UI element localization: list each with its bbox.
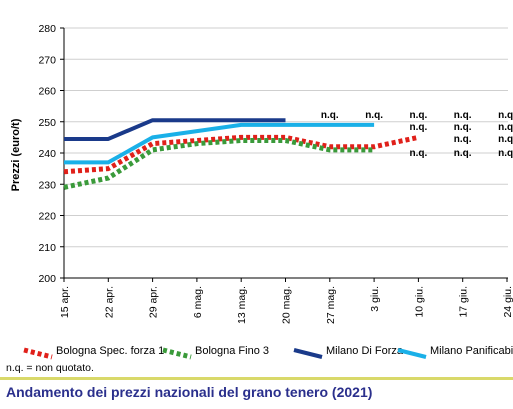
y-axis: 200 210 220 230 240 250 260 270 280 xyxy=(38,23,65,285)
legend: Bologna Spec. forza 1 Bologna Fino 3 Milan… xyxy=(23,345,513,360)
nq-label: n.q. xyxy=(498,148,513,159)
y-tick-label: 200 xyxy=(38,273,56,285)
legend-label: Milano Di Forza xyxy=(326,345,404,357)
y-tick-label: 210 xyxy=(38,242,56,254)
x-tick-label: 3 giu. xyxy=(369,286,381,312)
x-tick-label: 13 mag. xyxy=(236,286,248,324)
legend-swatch xyxy=(162,347,192,360)
legend-swatch xyxy=(397,348,427,359)
x-tick-label: 27 mag. xyxy=(325,286,337,324)
x-axis: 15 apr. 22 apr. 29 apr. 6 mag. 13 mag. 20 mag… xyxy=(59,277,513,324)
nq-label: n.q. xyxy=(454,134,472,145)
y-axis-title: Prezzi (euro/t) xyxy=(10,118,22,191)
nq-label: n.q. xyxy=(365,110,383,121)
x-tick-label: 10 giu. xyxy=(413,286,425,318)
footnote: n.q. = non quotato. xyxy=(6,362,94,374)
y-tick-label: 220 xyxy=(38,211,56,223)
chart-title: Andamento dei prezzi nazionali del grano… xyxy=(6,384,373,400)
y-tick-label: 240 xyxy=(38,148,56,160)
x-tick-label: 24 giu. xyxy=(502,286,513,318)
nq-label: n.q. xyxy=(454,122,472,133)
nq-annotations: n.q.n.q.n.q.n.q.n.q.n.q.n.q.n.q.n.q.n.q.… xyxy=(321,110,513,159)
nq-label: n.q. xyxy=(410,122,428,133)
nq-label: n.q. xyxy=(454,148,472,159)
x-tick-label: 22 apr. xyxy=(103,286,115,318)
legend-swatch xyxy=(293,348,323,359)
legend-label: Bologna Spec. forza 1 xyxy=(56,345,164,357)
nq-label: n.q. xyxy=(410,110,428,121)
x-tick-label: 15 apr. xyxy=(59,286,71,318)
y-tick-label: 250 xyxy=(38,117,56,129)
legend-swatch xyxy=(23,347,53,360)
title-bar: Andamento dei prezzi nazionali del grano… xyxy=(0,377,513,409)
nq-label: n.q. xyxy=(498,134,513,145)
legend-label: Bologna Fino 3 xyxy=(195,345,269,357)
nq-label: n.q. xyxy=(454,110,472,121)
x-tick-label: 20 mag. xyxy=(281,286,293,324)
nq-label: n.q. xyxy=(498,122,513,133)
series-lines xyxy=(63,118,419,190)
x-tick-label: 17 giu. xyxy=(458,286,470,318)
series-line-milano-di-forza xyxy=(64,118,286,141)
series-line-bologna-spec-forza-1 xyxy=(63,134,419,175)
y-tick-label: 280 xyxy=(38,23,56,35)
x-tick-label: 6 mag. xyxy=(192,286,204,318)
nq-label: n.q. xyxy=(410,148,428,159)
y-tick-label: 230 xyxy=(38,179,56,191)
y-tick-label: 270 xyxy=(38,54,56,66)
series-line-milano-panificabile xyxy=(64,122,375,165)
legend-label: Milano Panificabile xyxy=(430,345,513,357)
x-tick-label: 29 apr. xyxy=(148,286,160,318)
grid-lines xyxy=(64,27,508,279)
nq-label: n.q. xyxy=(321,110,339,121)
series-line-bologna-fino-3 xyxy=(63,138,375,190)
nq-label: n.q. xyxy=(498,110,513,121)
y-tick-label: 260 xyxy=(38,86,56,98)
